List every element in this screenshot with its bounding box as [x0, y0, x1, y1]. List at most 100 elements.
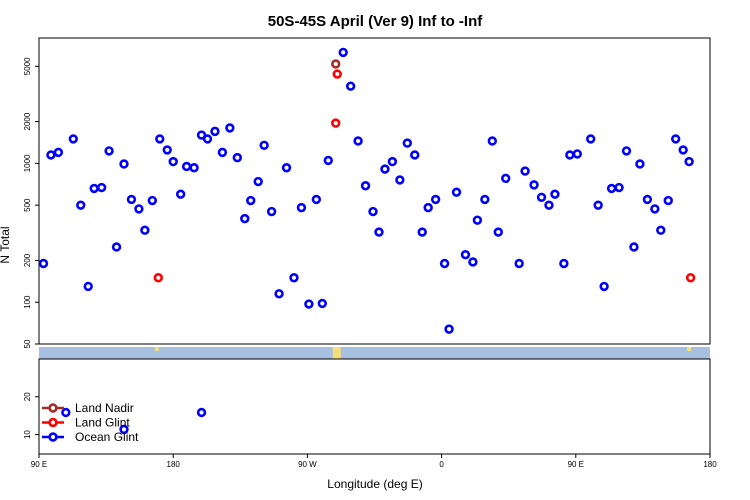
data-point: [460, 249, 471, 260]
data-point: [323, 155, 333, 166]
data-point: [520, 166, 530, 176]
data-point: [487, 136, 497, 146]
data-point: [89, 183, 99, 194]
y-tick-label: 200: [23, 253, 32, 267]
data-point: [642, 194, 653, 205]
data-point: [332, 69, 342, 79]
data-point: [374, 227, 384, 237]
x-tick-label: 180: [167, 460, 181, 469]
data-point: [550, 189, 560, 199]
data-point: [189, 163, 199, 173]
x-tick-label: 90 W: [298, 460, 317, 469]
data-point: [53, 147, 64, 158]
x-tick-label: 180: [703, 460, 717, 469]
data-point: [536, 192, 547, 202]
data-point: [147, 195, 158, 206]
data-point: [119, 424, 129, 435]
data-point: [289, 273, 299, 283]
data-point: [514, 258, 524, 269]
x-axis-label: Longitude (deg E): [327, 477, 422, 491]
data-point: [38, 258, 49, 269]
data-point: [331, 59, 341, 69]
data-point: [430, 194, 441, 205]
data-point: [629, 242, 639, 252]
data-point: [480, 194, 490, 205]
data-point: [181, 161, 192, 172]
data-point: [253, 176, 263, 187]
data-point: [96, 182, 107, 193]
data-point: [685, 273, 696, 283]
data-point: [317, 298, 328, 309]
plot-area: 100 200 500 1000 2000 5000 10 20 50 90 E 180 90 W 0 9…: [23, 37, 717, 469]
data-point: [134, 204, 144, 214]
data-point: [599, 281, 609, 292]
map-band: [39, 347, 710, 359]
legend-label: Land Nadir: [75, 401, 134, 415]
y-tick-label: 50: [23, 339, 32, 348]
data-point: [126, 194, 137, 205]
data-point: [678, 145, 688, 155]
data-point: [345, 81, 356, 91]
data-point: [296, 202, 307, 213]
data-point: [240, 213, 250, 224]
data-point: [671, 134, 681, 144]
data-point: [210, 126, 220, 137]
data-point: [663, 195, 673, 206]
data-point: [572, 149, 582, 159]
data-point: [544, 200, 554, 210]
data-point: [76, 200, 86, 210]
data-point: [274, 289, 284, 299]
data-point: [246, 195, 256, 206]
data-point: [111, 242, 122, 252]
map-band-land: [332, 347, 341, 359]
data-point: [153, 273, 163, 283]
data-point: [417, 227, 427, 237]
data-point: [61, 407, 71, 418]
data-point: [593, 200, 603, 210]
x-tick-label: 90 E: [568, 460, 584, 469]
y-tick-label: 20: [23, 392, 32, 401]
data-point: [155, 134, 165, 144]
data-point: [387, 156, 398, 167]
data-point: [468, 257, 478, 267]
data-point: [395, 175, 405, 185]
data-point: [402, 138, 413, 148]
data-point: [225, 123, 235, 133]
data-point: [119, 159, 129, 169]
legend-label: Ocean Glint: [75, 430, 139, 444]
data-point: [266, 206, 277, 217]
data-point: [439, 258, 450, 269]
y-tick-label: 500: [23, 198, 32, 212]
map-band-land: [154, 347, 159, 351]
legend-marker: [48, 403, 58, 413]
data-point: [635, 159, 645, 169]
data-point: [684, 156, 694, 167]
map-band-land: [687, 347, 692, 351]
y-tick-label: 10: [23, 430, 32, 439]
data-point: [168, 156, 178, 167]
data-point: [501, 173, 511, 184]
data-point: [259, 140, 269, 150]
data-point: [621, 146, 632, 156]
data-point: [202, 134, 213, 144]
data-point: [338, 47, 348, 58]
x-tick-label: 90 E: [31, 460, 47, 469]
data-point: [331, 118, 341, 128]
data-point: [444, 324, 454, 334]
data-point: [650, 204, 660, 214]
data-point: [46, 150, 56, 160]
data-point: [175, 189, 186, 199]
y-tick-label: 5000: [23, 57, 32, 75]
data-point: [140, 225, 150, 235]
data-point: [380, 164, 390, 174]
data-point: [529, 180, 539, 190]
data-point: [68, 134, 78, 144]
legend-label: Land Glint: [75, 416, 130, 430]
data-point: [423, 202, 433, 213]
data-point: [565, 150, 575, 160]
data-point: [614, 182, 624, 193]
data-point: [451, 187, 462, 197]
legend-marker: [48, 417, 58, 428]
